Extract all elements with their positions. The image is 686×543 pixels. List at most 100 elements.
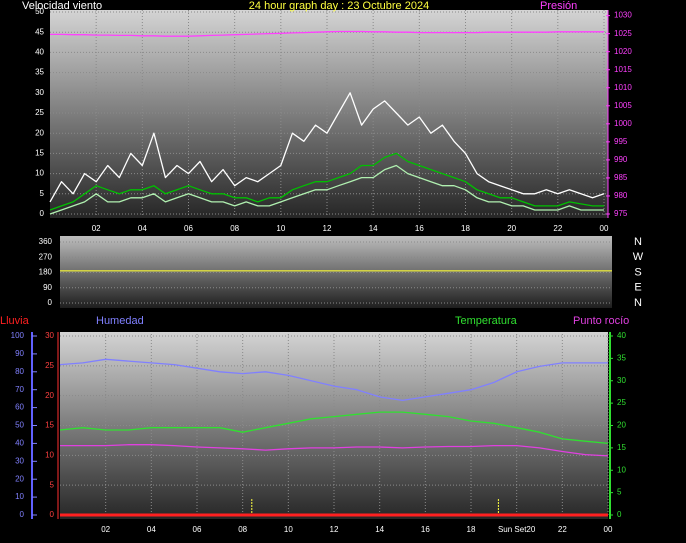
y2-tick-label: 985 [614, 173, 628, 182]
series-line [59, 358, 608, 402]
y-tick-label: 10 [35, 169, 44, 178]
y3-tick-label: 100 [11, 331, 25, 340]
y-tick-label: 15 [45, 421, 54, 430]
x-tick-label: 20 [507, 224, 516, 233]
series-line [49, 164, 604, 215]
y-tick-label: 20 [35, 128, 44, 137]
direction-label: W [633, 251, 644, 263]
series-line [59, 411, 609, 445]
y3-tick-label: 20 [15, 474, 24, 483]
y-tick-label: 20 [45, 391, 54, 400]
x-tick-label: 08 [238, 525, 247, 534]
y-tick-label: 25 [45, 361, 54, 370]
x-tick-label: 22 [558, 525, 567, 534]
y-tick-label: 5 [50, 480, 55, 489]
x-tick-label: 18 [461, 224, 470, 233]
legend-label: Humedad [96, 315, 144, 327]
y-tick-label: 30 [45, 331, 54, 340]
y-axis-label: Velocidad viento [22, 0, 102, 12]
y3-tick-label: 70 [15, 385, 24, 394]
y3-tick-label: 30 [15, 456, 24, 465]
y2-axis-label: Presión [540, 0, 577, 12]
x-tick-label: 02 [101, 525, 110, 534]
x-tick-label: 12 [323, 224, 332, 233]
y-tick-label: 45 [35, 27, 44, 36]
y2-tick-label: 5 [617, 488, 622, 497]
y-tick-label: 0 [50, 510, 55, 519]
y3-tick-label: 10 [15, 492, 24, 501]
x-tick-label: 12 [330, 525, 339, 534]
y2-tick-label: 0 [617, 510, 622, 519]
y-tick-label: 40 [35, 48, 44, 57]
x-tick-label: 02 [92, 224, 101, 233]
y-tick-label: 360 [39, 237, 53, 246]
x-tick-label: 00 [604, 525, 613, 534]
y2-tick-label: 1025 [614, 29, 632, 38]
y2-tick-label: 1005 [614, 101, 632, 110]
y3-tick-label: 80 [15, 367, 24, 376]
y2-tick-label: 1000 [614, 119, 632, 128]
series-line [60, 444, 609, 457]
y-tick-label: 50 [35, 7, 44, 16]
y2-tick-label: 30 [617, 376, 626, 385]
y-tick-label: 90 [43, 283, 52, 292]
y2-tick-label: 995 [614, 137, 628, 146]
y3-tick-label: 40 [15, 439, 24, 448]
series-line [49, 152, 604, 211]
y3-tick-label: 50 [15, 421, 24, 430]
y-tick-label: 270 [39, 252, 53, 261]
x-tick-label: 00 [600, 224, 609, 233]
y-tick-label: 0 [48, 298, 53, 307]
plot-area [50, 10, 608, 218]
y2-tick-label: 990 [614, 155, 628, 164]
chart-title: 24 hour graph day : 23 Octubre 2024 [249, 0, 429, 12]
y2-tick-label: 1015 [614, 65, 632, 74]
y3-tick-label: 90 [15, 349, 24, 358]
direction-label: S [634, 266, 641, 278]
y3-tick-label: 0 [20, 510, 25, 519]
y2-tick-label: 40 [617, 331, 626, 340]
x-tick-label: 06 [184, 224, 193, 233]
x-tick-label: 04 [138, 224, 147, 233]
x-tick-label: 14 [375, 525, 384, 534]
x-tick-label: 22 [553, 224, 562, 233]
y3-tick-label: 60 [15, 403, 24, 412]
x-tick-label: 08 [230, 224, 239, 233]
y2-tick-label: 15 [617, 443, 626, 452]
y-tick-label: 5 [40, 189, 45, 198]
direction-label: N [634, 297, 642, 309]
y-tick-label: 15 [35, 149, 44, 158]
series-line [50, 30, 604, 37]
x-tick-label: 16 [415, 224, 424, 233]
legend-label: Punto rocío [573, 315, 629, 327]
direction-label: N [634, 236, 642, 248]
direction-label: E [634, 282, 641, 294]
y-tick-label: 10 [45, 450, 54, 459]
y2-tick-label: 25 [617, 398, 626, 407]
legend-label: Temperatura [455, 315, 518, 327]
y-tick-label: 30 [35, 88, 44, 97]
y2-tick-label: 1010 [614, 83, 632, 92]
y-tick-label: 35 [35, 68, 44, 77]
x-tick-label: Sun Set20 [498, 525, 536, 534]
series-line [49, 92, 605, 203]
x-tick-label: 14 [369, 224, 378, 233]
legend-label: Lluvia [0, 315, 30, 327]
x-tick-label: 10 [284, 525, 293, 534]
y2-tick-label: 980 [614, 191, 628, 200]
y-tick-label: 180 [39, 268, 53, 277]
x-tick-label: 10 [276, 224, 285, 233]
x-tick-label: 16 [421, 525, 430, 534]
y2-tick-label: 1030 [614, 11, 632, 20]
y2-tick-label: 975 [614, 209, 628, 218]
y-tick-label: 0 [40, 209, 45, 218]
y2-tick-label: 35 [617, 353, 626, 362]
y2-tick-label: 1020 [614, 47, 632, 56]
y2-tick-label: 10 [617, 465, 626, 474]
y2-tick-label: 20 [617, 421, 626, 430]
y-tick-label: 25 [35, 108, 44, 117]
x-tick-label: 06 [193, 525, 202, 534]
x-tick-label: 04 [147, 525, 156, 534]
x-tick-label: 18 [467, 525, 476, 534]
